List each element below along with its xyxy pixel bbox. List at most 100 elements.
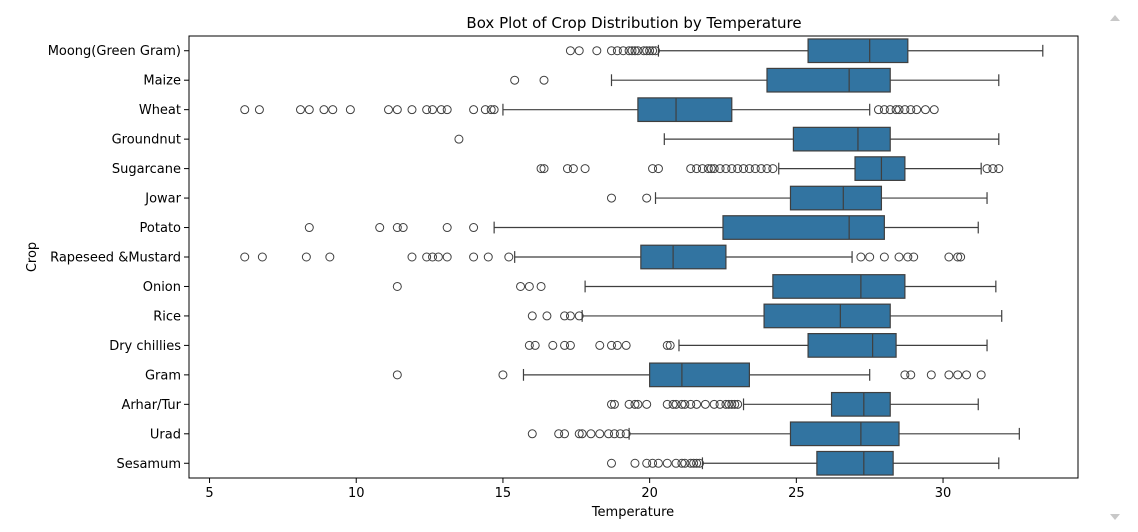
outlier-point xyxy=(744,164,754,174)
outlier-point xyxy=(609,429,619,439)
outlier-point xyxy=(756,164,766,174)
outlier-point xyxy=(762,164,772,174)
outlier-point xyxy=(894,252,904,262)
outlier-point xyxy=(433,252,443,262)
outlier-point xyxy=(680,458,690,468)
outlier-point xyxy=(903,252,913,262)
outlier-point xyxy=(879,105,889,115)
iqr-box xyxy=(789,421,900,447)
outlier-point xyxy=(642,193,652,203)
outlier-point xyxy=(536,281,546,291)
outlier-point xyxy=(295,105,305,115)
outlier-point xyxy=(398,223,408,233)
outlier-point xyxy=(422,105,432,115)
outlier-point xyxy=(633,399,643,409)
outlier-point xyxy=(900,370,910,380)
box-group xyxy=(392,274,997,299)
outlier-point xyxy=(909,252,919,262)
outlier-point xyxy=(730,399,740,409)
box-group xyxy=(527,303,1003,329)
outlier-point xyxy=(328,105,338,115)
outlier-point xyxy=(527,429,537,439)
outlier-point xyxy=(562,164,572,174)
y-tick-label: Gram xyxy=(145,368,181,383)
outlier-point xyxy=(962,370,972,380)
outlier-point xyxy=(469,252,479,262)
outlier-point xyxy=(483,252,493,262)
box-group xyxy=(392,362,986,388)
outlier-point xyxy=(384,105,394,115)
outlier-point xyxy=(653,458,663,468)
outlier-point xyxy=(612,340,622,350)
box-group xyxy=(536,156,1004,181)
outlier-point xyxy=(953,252,963,262)
outlier-point xyxy=(574,311,584,321)
outlier-point xyxy=(994,164,1004,174)
outlier-point xyxy=(530,340,540,350)
outlier-point xyxy=(733,164,743,174)
outlier-point xyxy=(504,252,514,262)
outlier-point xyxy=(428,105,438,115)
outlier-point xyxy=(407,252,417,262)
outlier-point xyxy=(568,164,578,174)
outlier-point xyxy=(912,105,922,115)
outlier-point xyxy=(645,46,655,56)
outlier-point xyxy=(539,75,549,85)
outlier-point xyxy=(768,164,778,174)
outlier-point xyxy=(375,223,385,233)
outlier-point xyxy=(856,252,866,262)
y-tick-label: Jowar xyxy=(144,192,181,207)
outlier-point xyxy=(606,193,616,203)
outlier-point xyxy=(695,458,705,468)
iqr-box xyxy=(649,362,750,388)
box-group xyxy=(565,38,1044,64)
outlier-point xyxy=(609,399,619,409)
x-tick-label: 5 xyxy=(205,486,213,501)
outlier-point xyxy=(304,223,314,233)
outlier-point xyxy=(891,105,901,115)
outlier-point xyxy=(560,311,570,321)
outlier-point xyxy=(944,252,954,262)
y-tick-label: Potato xyxy=(140,221,181,236)
outlier-point xyxy=(606,399,616,409)
outlier-point xyxy=(662,340,672,350)
outlier-point xyxy=(944,370,954,380)
outlier-point xyxy=(565,46,575,56)
scroll-down-arrow[interactable] xyxy=(1110,514,1120,520)
outlier-point xyxy=(686,458,696,468)
scroll-up-arrow[interactable] xyxy=(1110,15,1120,21)
outlier-point xyxy=(516,281,526,291)
box-group xyxy=(524,333,988,358)
outlier-point xyxy=(604,429,614,439)
outlier-point xyxy=(606,46,616,56)
outlier-point xyxy=(565,311,575,321)
outlier-point xyxy=(624,46,634,56)
outlier-point xyxy=(498,370,508,380)
y-axis: Moong(Green Gram) Maize Wheat Groundnut Suga… xyxy=(48,44,189,472)
outlier-point xyxy=(524,281,534,291)
outlier-point xyxy=(709,399,719,409)
box-group xyxy=(240,244,966,270)
outlier-point xyxy=(606,340,616,350)
outlier-point xyxy=(686,399,696,409)
outlier-point xyxy=(489,105,499,115)
outlier-point xyxy=(527,311,537,321)
boxes-layer xyxy=(240,38,1044,476)
outlier-point xyxy=(976,370,986,380)
iqr-box xyxy=(772,274,906,299)
outlier-point xyxy=(668,399,678,409)
outlier-point xyxy=(653,164,663,174)
box-group xyxy=(454,126,1000,152)
outlier-point xyxy=(692,458,702,468)
iqr-box xyxy=(792,126,891,152)
outlier-point xyxy=(627,46,637,56)
outlier-point xyxy=(580,164,590,174)
outlier-point xyxy=(304,105,314,115)
iqr-box xyxy=(722,215,885,240)
outlier-point xyxy=(677,458,687,468)
outlier-point xyxy=(392,105,402,115)
box-group xyxy=(606,185,988,211)
outlier-point xyxy=(662,458,672,468)
outlier-point xyxy=(686,164,696,174)
outlier-point xyxy=(715,399,725,409)
